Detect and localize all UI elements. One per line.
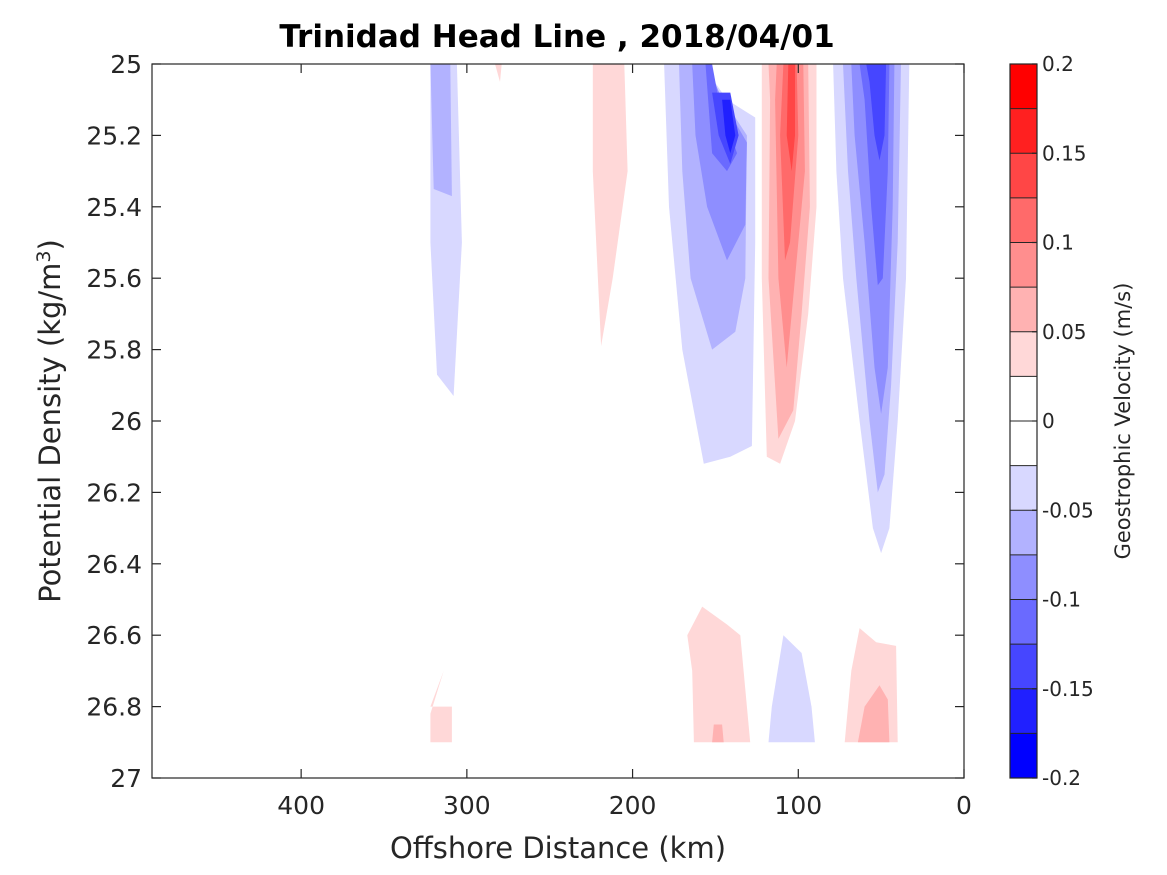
x-axis-label: Offshore Distance (km): [390, 831, 726, 865]
x-tick-label: 200: [609, 791, 657, 820]
colorbar-band: [1010, 554, 1037, 600]
contour-region-24: [866, 64, 887, 161]
y-tick-label: 26: [110, 407, 142, 436]
contour-region-7: [687, 606, 751, 743]
y-tick-label: 25: [110, 50, 142, 79]
colorbar-tick-label: 0.05: [1042, 320, 1087, 344]
colorbar-band: [1010, 465, 1037, 511]
x-tick-label: 400: [277, 791, 325, 820]
y-tick-label: 25.6: [86, 264, 142, 293]
y-tick-label: 26.6: [86, 621, 142, 650]
colorbar: 0.2 0.15 0.1 0.05 0 -0.05 -0.1 -0.15 -0.2: [1009, 52, 1094, 790]
y-tick-label: 26.2: [86, 478, 142, 507]
contour-fills: [430, 64, 910, 743]
colorbar-tick-label: -0.15: [1042, 677, 1094, 701]
contour-region-8: [768, 635, 815, 743]
colorbar-tick-label: -0.1: [1042, 588, 1081, 612]
contour-region-1: [495, 64, 502, 82]
colorbar-tick-label: 0.1: [1042, 231, 1074, 255]
colorbar-band: [1010, 287, 1037, 332]
y-axis-label: Potential Density (kg/m3): [33, 239, 67, 603]
x-tick-label: 100: [774, 791, 822, 820]
y-axis-label-close: ): [33, 239, 67, 250]
colorbar-tick-label: 0.15: [1042, 141, 1087, 165]
colorbar-band: [1010, 733, 1037, 778]
contour-region-6: [430, 670, 452, 743]
colorbar-band: [1010, 242, 1037, 288]
colorbar-band: [1010, 644, 1037, 689]
colorbar-band: [1010, 688, 1037, 734]
colorbar-tick-label: 0: [1042, 409, 1055, 433]
y-axis-label-superscript: 3: [33, 250, 55, 262]
colorbar-band: [1010, 108, 1037, 154]
colorbar-band: [1010, 331, 1037, 377]
colorbar-band: [1010, 197, 1037, 243]
contour-region-10: [430, 64, 452, 197]
y-tick-label: 25.4: [86, 193, 142, 222]
y-tick-label: 26.8: [86, 693, 142, 722]
colorbar-tick-label: -0.05: [1042, 498, 1094, 522]
y-axis: 25 25.2 25.4 25.6 25.8 26 26.2 26.4 26.6 26.8 27: [86, 50, 964, 793]
y-tick-label: 25.2: [86, 121, 142, 150]
y-tick-label: 27: [110, 764, 142, 793]
contour-region-25: [722, 99, 736, 154]
contour-region-23: [786, 64, 795, 172]
colorbar-band: [1010, 153, 1037, 198]
x-axis: 400 300 200 100 0: [277, 64, 972, 820]
x-tick-label: 300: [443, 791, 491, 820]
y-tick-label: 25.8: [86, 336, 142, 365]
colorbar-label: Geostrophic Velocity (m/s): [1111, 283, 1135, 560]
colorbar-band: [1010, 421, 1037, 466]
chart-title: Trinidad Head Line , 2018/04/01: [279, 19, 834, 55]
colorbar-band: [1010, 510, 1037, 555]
colorbar-band: [1010, 376, 1037, 421]
x-tick-label: 0: [956, 791, 972, 820]
colorbar-tick-label: -0.2: [1042, 766, 1081, 790]
colorbar-tick-label: 0.2: [1042, 52, 1074, 76]
colorbar-band: [1010, 599, 1037, 645]
contour-region-2: [592, 64, 628, 346]
y-axis-label-main: Potential Density (kg/m: [33, 263, 67, 603]
contour-region-14: [712, 724, 724, 743]
contour-region-15: [857, 685, 890, 743]
y-tick-label: 26.4: [86, 550, 142, 579]
colorbar-band: [1010, 64, 1037, 109]
plot-area: [152, 64, 964, 778]
